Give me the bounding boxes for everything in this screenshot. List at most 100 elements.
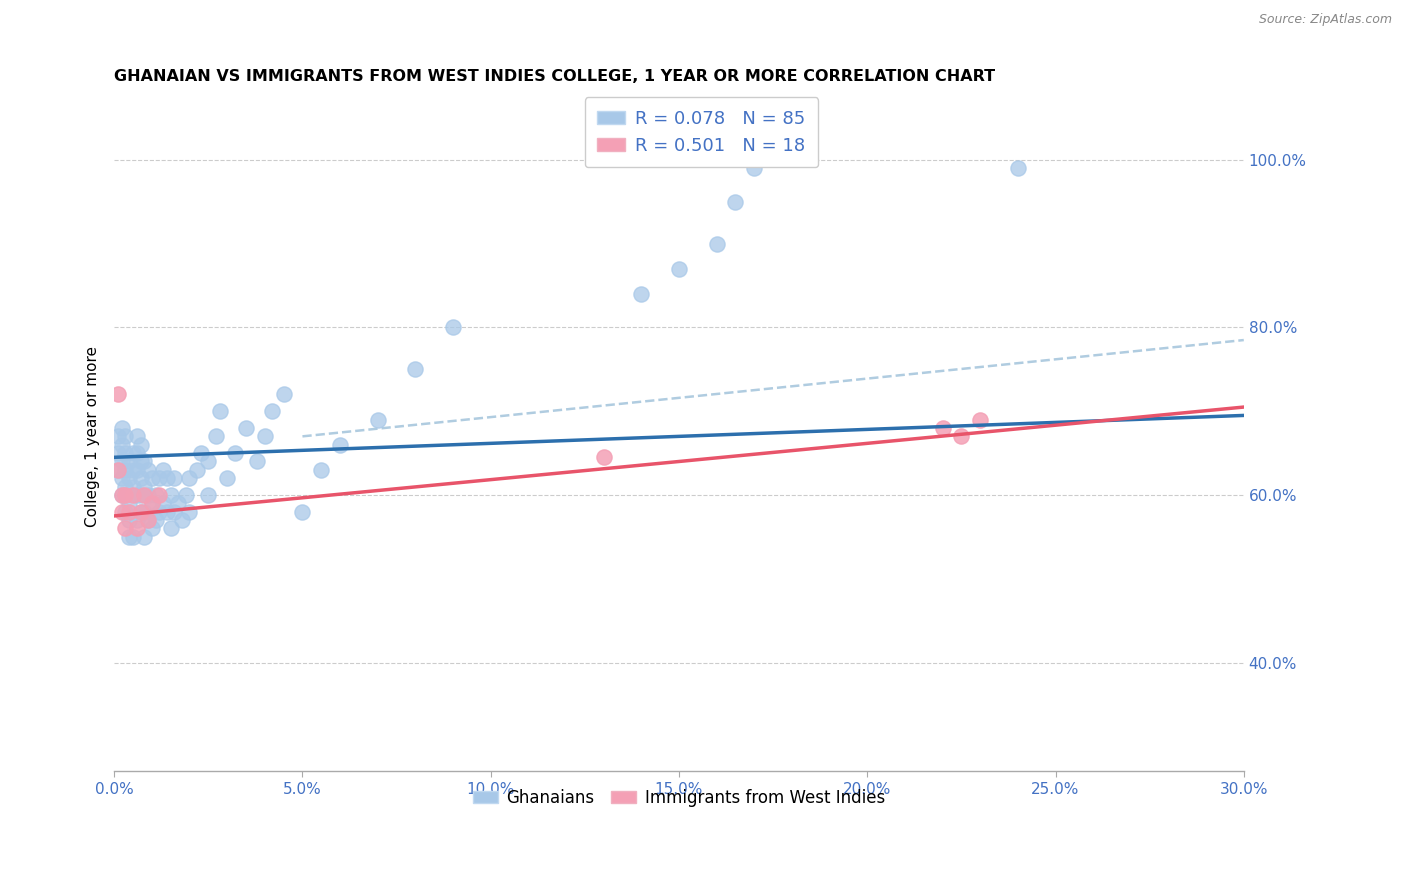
Point bbox=[122, 463, 145, 477]
Point bbox=[145, 488, 167, 502]
Point bbox=[122, 530, 145, 544]
Point bbox=[148, 471, 170, 485]
Point bbox=[134, 530, 156, 544]
Point bbox=[134, 488, 156, 502]
Point bbox=[156, 505, 179, 519]
Point bbox=[125, 488, 148, 502]
Point bbox=[114, 505, 136, 519]
Point bbox=[197, 488, 219, 502]
Point bbox=[186, 463, 208, 477]
Point bbox=[969, 412, 991, 426]
Point bbox=[107, 463, 129, 477]
Point bbox=[125, 521, 148, 535]
Point bbox=[179, 471, 201, 485]
Point bbox=[118, 471, 141, 485]
Point bbox=[122, 446, 145, 460]
Point bbox=[311, 463, 333, 477]
Point bbox=[152, 463, 174, 477]
Point bbox=[111, 454, 134, 468]
Point bbox=[141, 521, 163, 535]
Point bbox=[235, 421, 257, 435]
Point bbox=[197, 454, 219, 468]
Point bbox=[148, 488, 170, 502]
Point bbox=[118, 513, 141, 527]
Point bbox=[129, 471, 152, 485]
Point bbox=[107, 387, 129, 401]
Point bbox=[141, 471, 163, 485]
Point bbox=[125, 513, 148, 527]
Point bbox=[134, 454, 156, 468]
Point bbox=[141, 496, 163, 510]
Point bbox=[134, 480, 156, 494]
Point bbox=[156, 471, 179, 485]
Point bbox=[329, 438, 352, 452]
Point bbox=[706, 236, 728, 251]
Point bbox=[163, 505, 186, 519]
Point bbox=[205, 429, 228, 443]
Point bbox=[107, 463, 129, 477]
Point bbox=[122, 480, 145, 494]
Point bbox=[111, 471, 134, 485]
Point bbox=[107, 429, 129, 443]
Point bbox=[136, 513, 159, 527]
Legend: Ghanaians, Immigrants from West Indies: Ghanaians, Immigrants from West Indies bbox=[467, 782, 891, 814]
Point bbox=[111, 488, 134, 502]
Point bbox=[291, 505, 314, 519]
Point bbox=[163, 471, 186, 485]
Point bbox=[114, 429, 136, 443]
Point bbox=[136, 463, 159, 477]
Point bbox=[179, 505, 201, 519]
Point bbox=[724, 194, 747, 209]
Point bbox=[129, 505, 152, 519]
Point bbox=[136, 513, 159, 527]
Point bbox=[170, 513, 193, 527]
Point bbox=[441, 320, 464, 334]
Point bbox=[931, 421, 953, 435]
Point bbox=[129, 488, 152, 502]
Point bbox=[246, 454, 269, 468]
Point bbox=[111, 505, 134, 519]
Point bbox=[145, 513, 167, 527]
Point bbox=[118, 505, 141, 519]
Point bbox=[174, 488, 197, 502]
Point bbox=[125, 446, 148, 460]
Point bbox=[114, 446, 136, 460]
Point bbox=[111, 421, 134, 435]
Point bbox=[118, 454, 141, 468]
Point bbox=[148, 505, 170, 519]
Point bbox=[125, 429, 148, 443]
Text: GHANAIAN VS IMMIGRANTS FROM WEST INDIES COLLEGE, 1 YEAR OR MORE CORRELATION CHAR: GHANAIAN VS IMMIGRANTS FROM WEST INDIES … bbox=[114, 69, 995, 84]
Point bbox=[129, 505, 152, 519]
Point bbox=[141, 496, 163, 510]
Point bbox=[273, 387, 295, 401]
Point bbox=[125, 463, 148, 477]
Point bbox=[159, 488, 181, 502]
Point bbox=[592, 450, 614, 465]
Point bbox=[950, 429, 973, 443]
Point bbox=[404, 362, 426, 376]
Point bbox=[217, 471, 239, 485]
Point bbox=[630, 287, 652, 301]
Point bbox=[1007, 161, 1029, 176]
Point bbox=[129, 454, 152, 468]
Point bbox=[367, 412, 389, 426]
Point bbox=[262, 404, 284, 418]
Point bbox=[224, 446, 246, 460]
Text: Source: ZipAtlas.com: Source: ZipAtlas.com bbox=[1258, 13, 1392, 27]
Point bbox=[668, 261, 690, 276]
Point bbox=[122, 488, 145, 502]
Point bbox=[114, 521, 136, 535]
Point bbox=[253, 429, 276, 443]
Point bbox=[136, 488, 159, 502]
Point bbox=[118, 530, 141, 544]
Point bbox=[134, 505, 156, 519]
Point bbox=[190, 446, 212, 460]
Point bbox=[208, 404, 231, 418]
Point bbox=[129, 438, 152, 452]
Point bbox=[114, 488, 136, 502]
Y-axis label: College, 1 year or more: College, 1 year or more bbox=[86, 346, 100, 527]
Point bbox=[114, 463, 136, 477]
Point bbox=[114, 488, 136, 502]
Point bbox=[159, 521, 181, 535]
Point bbox=[742, 161, 765, 176]
